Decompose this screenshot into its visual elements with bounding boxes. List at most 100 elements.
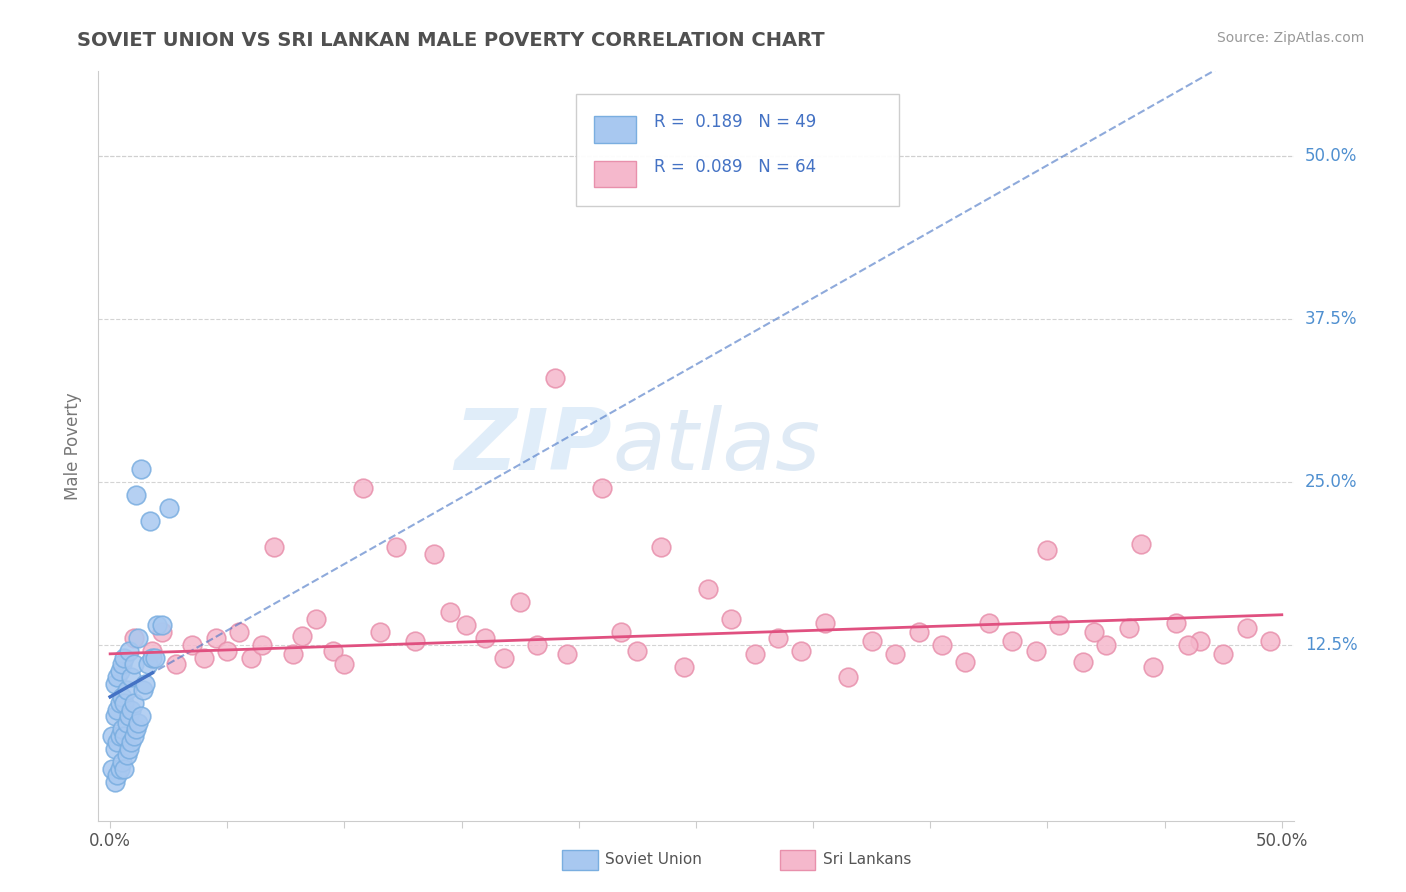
Point	[1036, 542, 1059, 557]
Text: Source: ZipAtlas.com: Source: ZipAtlas.com	[1216, 31, 1364, 45]
Point	[352, 481, 374, 495]
FancyBboxPatch shape	[576, 94, 900, 206]
Point	[125, 488, 148, 502]
Point	[108, 729, 131, 743]
Y-axis label: Male Poverty: Male Poverty	[65, 392, 83, 500]
Point	[907, 624, 929, 639]
Point	[143, 650, 166, 665]
Point	[263, 540, 285, 554]
Point	[650, 540, 672, 554]
Point	[108, 664, 131, 678]
Point	[139, 514, 162, 528]
Point	[322, 644, 344, 658]
Point	[673, 660, 696, 674]
Point	[1083, 624, 1105, 639]
Point	[1001, 633, 1024, 648]
Point	[101, 762, 124, 776]
Point	[141, 644, 163, 658]
Text: Soviet Union: Soviet Union	[605, 853, 702, 867]
Point	[422, 547, 444, 561]
Point	[118, 709, 141, 723]
Point	[122, 697, 145, 711]
Point	[111, 657, 134, 672]
Point	[118, 644, 141, 658]
Point	[884, 647, 907, 661]
Point	[1095, 638, 1118, 652]
Point	[108, 762, 131, 776]
Point	[129, 462, 152, 476]
Point	[837, 670, 859, 684]
Point	[141, 650, 163, 665]
Point	[118, 742, 141, 756]
Point	[474, 631, 496, 645]
Point	[492, 650, 515, 665]
Point	[104, 677, 127, 691]
Point	[111, 755, 134, 769]
Point	[720, 612, 742, 626]
Point	[1212, 647, 1234, 661]
Point	[125, 723, 148, 737]
Point	[129, 709, 152, 723]
Point	[112, 762, 135, 776]
Point	[165, 657, 187, 672]
Point	[1130, 537, 1153, 551]
Point	[108, 697, 131, 711]
Point	[120, 703, 142, 717]
Point	[136, 657, 159, 672]
Point	[104, 709, 127, 723]
Point	[305, 612, 328, 626]
Point	[105, 670, 128, 684]
Point	[111, 723, 134, 737]
Point	[112, 650, 135, 665]
Text: R =  0.189   N = 49: R = 0.189 N = 49	[654, 113, 817, 131]
Point	[112, 697, 135, 711]
Text: R =  0.089   N = 64: R = 0.089 N = 64	[654, 158, 817, 177]
FancyBboxPatch shape	[595, 116, 637, 143]
Point	[115, 748, 138, 763]
Point	[134, 677, 156, 691]
Point	[105, 735, 128, 749]
Point	[252, 638, 274, 652]
Point	[193, 650, 215, 665]
Point	[122, 631, 145, 645]
Text: 37.5%: 37.5%	[1305, 310, 1357, 328]
Point	[104, 742, 127, 756]
Point	[291, 629, 314, 643]
FancyBboxPatch shape	[595, 161, 637, 187]
Point	[101, 729, 124, 743]
Point	[1258, 633, 1281, 648]
Point	[860, 633, 883, 648]
Point	[1047, 618, 1070, 632]
Point	[1166, 615, 1188, 630]
Point	[1142, 660, 1164, 674]
Point	[333, 657, 356, 672]
Point	[112, 729, 135, 743]
Point	[766, 631, 789, 645]
Point	[127, 715, 149, 730]
Text: 50.0%: 50.0%	[1305, 147, 1357, 165]
Point	[132, 683, 155, 698]
Point	[105, 703, 128, 717]
Point	[150, 618, 173, 632]
Point	[281, 647, 304, 661]
Point	[111, 690, 134, 704]
Point	[104, 774, 127, 789]
Text: ZIP: ZIP	[454, 404, 613, 488]
Point	[204, 631, 226, 645]
Point	[122, 657, 145, 672]
Point	[626, 644, 648, 658]
Point	[814, 615, 837, 630]
Point	[1118, 621, 1140, 635]
Text: Sri Lankans: Sri Lankans	[823, 853, 911, 867]
Point	[150, 624, 173, 639]
Point	[526, 638, 548, 652]
Point	[105, 768, 128, 782]
Point	[790, 644, 813, 658]
Point	[555, 647, 578, 661]
Point	[385, 540, 408, 554]
Point	[115, 715, 138, 730]
Text: SOVIET UNION VS SRI LANKAN MALE POVERTY CORRELATION CHART: SOVIET UNION VS SRI LANKAN MALE POVERTY …	[77, 31, 825, 50]
Point	[744, 647, 766, 661]
Point	[955, 655, 977, 669]
Point	[1188, 633, 1211, 648]
